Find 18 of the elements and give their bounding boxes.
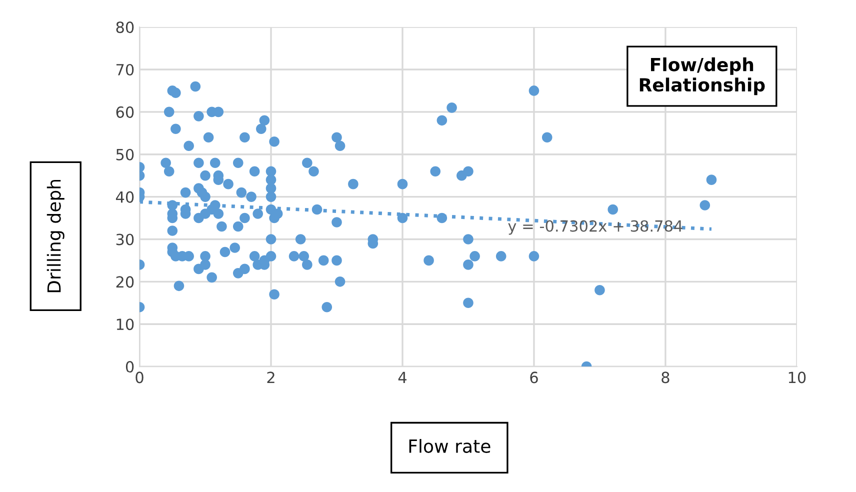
y-tick-label: 20 bbox=[116, 276, 134, 288]
y-tick-label: 10 bbox=[116, 318, 134, 330]
y-tick-label: 60 bbox=[116, 106, 134, 118]
x-tick-label: 4 bbox=[398, 372, 406, 384]
y-tick-label: 50 bbox=[116, 148, 134, 160]
y-tick-label: 40 bbox=[116, 191, 134, 203]
y-tick-label: 0 bbox=[126, 361, 134, 373]
x-axis-title: Flow rate bbox=[409, 438, 490, 453]
x-tick-label: 10 bbox=[788, 372, 806, 384]
x-tick-label: 2 bbox=[267, 372, 274, 384]
y-tick-label: 70 bbox=[116, 64, 134, 76]
x-tick-label: 0 bbox=[136, 372, 144, 384]
text: Flow/deph Relationship bbox=[640, 57, 765, 96]
y-tick-label: 80 bbox=[116, 22, 134, 34]
x-tick-label: 8 bbox=[662, 372, 670, 384]
x-tick-label: 6 bbox=[530, 372, 538, 384]
y-axis-title: Drilling deph bbox=[46, 180, 64, 292]
y-tick-label: 30 bbox=[116, 234, 134, 246]
